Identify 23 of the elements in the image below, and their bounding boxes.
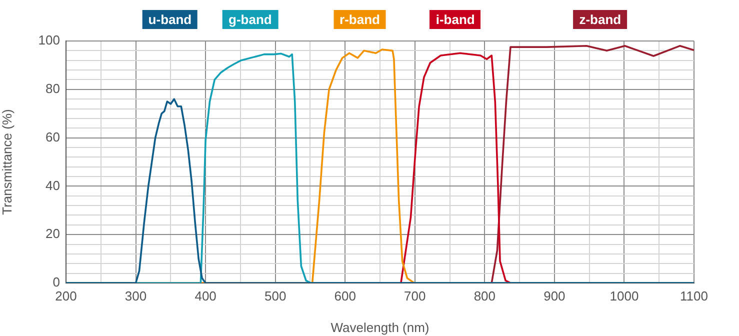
- y-tick-label: 20: [46, 226, 60, 242]
- x-tick-label: 800: [474, 288, 496, 304]
- text: g-band: [222, 10, 278, 29]
- y-tick-label: 80: [46, 80, 60, 96]
- x-tick-label: 700: [404, 288, 426, 304]
- x-tick-label: 400: [194, 288, 216, 304]
- x-tick-label: 300: [124, 288, 147, 304]
- x-tick-label: 900: [544, 288, 566, 304]
- y-axis-title: Transmittance (%): [0, 109, 14, 215]
- y-tick-label: 40: [46, 178, 60, 193]
- series-label: r-band: [334, 10, 386, 29]
- x-tick-label: 1000: [610, 288, 639, 304]
- x-tick-label: 600: [334, 288, 356, 304]
- x-tick-label: 500: [264, 288, 286, 304]
- text: u-band: [142, 10, 198, 29]
- x-tick-label: 1100: [680, 288, 708, 304]
- series-label: z-band: [573, 10, 628, 29]
- y-tick-label: 0: [52, 274, 60, 290]
- y-tick-label: 100: [38, 32, 60, 48]
- text: i-band: [430, 10, 481, 29]
- y-tick-label: 60: [46, 129, 60, 144]
- x-tick-label: 200: [55, 288, 77, 304]
- x-axis-title: Wavelength (nm): [330, 320, 430, 335]
